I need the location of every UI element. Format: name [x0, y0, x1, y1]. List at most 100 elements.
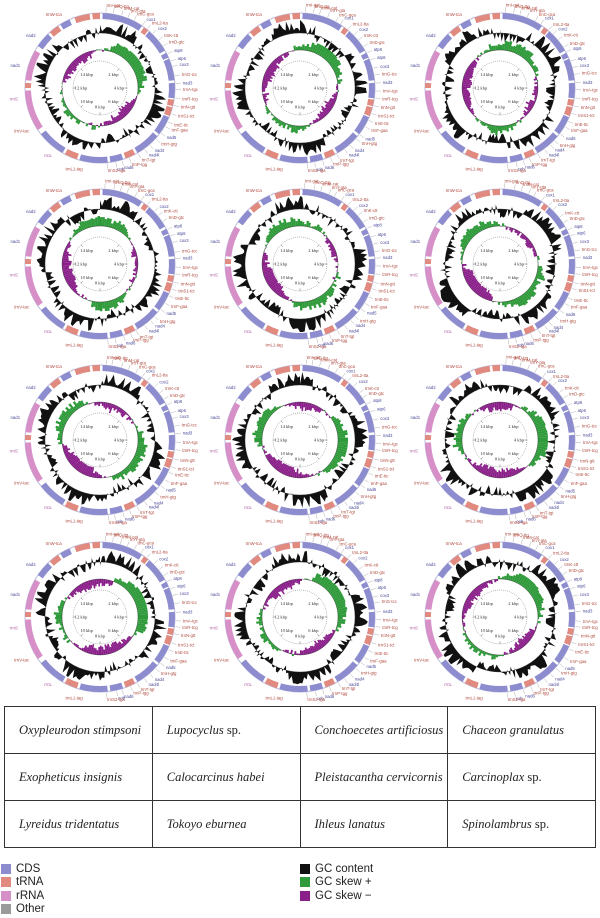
- scale-tick: [280, 68, 283, 71]
- gc-skew-bar: [77, 646, 80, 649]
- gc-skew-bar: [465, 599, 474, 606]
- gc-skew-bar: [74, 117, 78, 121]
- gc-skew-bar: [537, 255, 540, 259]
- gene-label: rrnL: [44, 153, 52, 158]
- kbp-label: 10 kbp: [280, 628, 293, 633]
- gc-skew-bar: [497, 44, 500, 51]
- gc-skew-bar: [517, 574, 524, 585]
- gc-skew-bar: [137, 611, 148, 616]
- gene-tick: [361, 308, 366, 313]
- gc-skew-bar: [531, 283, 537, 287]
- gene-label: trnG-tcc: [382, 424, 398, 429]
- gc-skew-bar: [536, 447, 546, 453]
- skew-baseline: [261, 401, 339, 479]
- gene-label: trnQ-ttg: [113, 356, 128, 361]
- kbp-label: 10 kbp: [480, 628, 493, 633]
- gene-label: trnV-tac: [14, 304, 30, 309]
- gc-skew-bar: [120, 47, 129, 58]
- gc-skew-bar: [291, 654, 295, 657]
- gc-skew-bar: [325, 103, 333, 109]
- gc-skew-bar: [101, 402, 104, 406]
- skew-baseline: [261, 49, 339, 127]
- gc-skew-bar: [335, 260, 338, 263]
- gene-label: trnR-tcg: [182, 625, 198, 630]
- gene-tick: [569, 471, 574, 474]
- gc-skew-bar: [59, 440, 63, 443]
- gene-label: cox2: [358, 556, 368, 561]
- gene-tick: [344, 501, 348, 506]
- gc-skew-bar: [115, 578, 119, 584]
- gc-skew-bar: [453, 437, 463, 440]
- gene-label: trnR-tcg: [182, 96, 198, 101]
- gc-skew-bar: [532, 248, 536, 252]
- gc-skew-bar: [330, 588, 341, 597]
- gc-skew-bar: [537, 607, 545, 612]
- scale-tick: [80, 244, 83, 247]
- gc-skew-bar: [63, 252, 72, 257]
- gene-tick: [164, 657, 169, 660]
- gene-label: atp8: [574, 400, 583, 405]
- gene-label: nad1: [411, 415, 421, 420]
- gc-skew-bar: [136, 604, 147, 610]
- gene-tick: [367, 50, 372, 54]
- gene-tick: [527, 364, 530, 370]
- feature-segment: [160, 581, 169, 589]
- gene-label: nad3: [583, 80, 593, 85]
- gc-skew-bar: [526, 583, 536, 592]
- gene-tick: [171, 59, 176, 62]
- kbp-label: 8 kbp: [495, 634, 506, 639]
- gene-tick: [163, 572, 169, 576]
- gc-skew-bar: [274, 58, 281, 65]
- gc-skew-bar: [135, 95, 138, 98]
- gc-skew-bar: [329, 586, 339, 595]
- feature-segment: [166, 450, 175, 459]
- gc-skew-bar: [479, 55, 482, 57]
- gene-label: trnW-tca: [246, 541, 263, 546]
- gc-skew-bar: [328, 584, 338, 594]
- gc-skew-bar: [469, 593, 478, 601]
- gc-skew-bar: [265, 453, 271, 458]
- gc-skew-bar: [92, 472, 95, 478]
- gc-skew-bar: [277, 224, 283, 232]
- gene-tick: [559, 213, 564, 218]
- gc-skew-bar: [486, 466, 492, 477]
- gene-tick: [329, 687, 332, 692]
- gc-skew-bar: [263, 97, 267, 100]
- gc-skew-bar: [463, 74, 473, 79]
- gene-label: cox1: [545, 16, 555, 21]
- gc-skew-bar: [77, 119, 81, 125]
- feature-segment: [249, 554, 262, 566]
- gene-tick: [358, 36, 363, 40]
- feature-segment: [49, 554, 62, 566]
- gc-skew-bar: [113, 43, 120, 54]
- mitogenome-map: trnI-gattrnQ-ttgtrnM-cattrnY-gtatrnC-gca…: [210, 3, 399, 173]
- gc-skew-bar: [329, 97, 337, 102]
- gc-skew-bar: [281, 292, 285, 298]
- gc-skew-bar: [533, 91, 538, 94]
- gene-label: trnG-tcc: [182, 249, 198, 254]
- gc-skew-bar: [293, 45, 297, 51]
- gc-skew-bar: [462, 80, 473, 84]
- gc-skew-bar: [292, 218, 297, 227]
- feature-segment: [425, 579, 441, 610]
- gene-label: trnS1-tct: [178, 114, 195, 119]
- gene-tick: [121, 10, 124, 16]
- gc-skew-bar: [534, 86, 538, 88]
- gc-skew-bar: [126, 103, 133, 109]
- gc-skew-bar: [61, 99, 65, 103]
- gc-skew-bar: [492, 125, 497, 133]
- gc-skew-bar: [300, 650, 302, 655]
- skew-baseline: [261, 225, 339, 303]
- gc-skew-bar: [266, 598, 270, 601]
- gene-tick: [540, 19, 544, 25]
- gc-skew-bar: [62, 268, 73, 272]
- gene-tick: [334, 191, 337, 197]
- feature-segment: [60, 548, 72, 559]
- gene-label: trnL2-tta: [152, 373, 169, 378]
- feature-segment: [460, 548, 472, 559]
- gene-label: trnS1-tct: [378, 642, 395, 647]
- gc-skew-bar: [536, 603, 543, 608]
- gene-tick: [550, 673, 554, 678]
- gc-skew-bar: [314, 406, 319, 413]
- scale-tick: [280, 105, 283, 108]
